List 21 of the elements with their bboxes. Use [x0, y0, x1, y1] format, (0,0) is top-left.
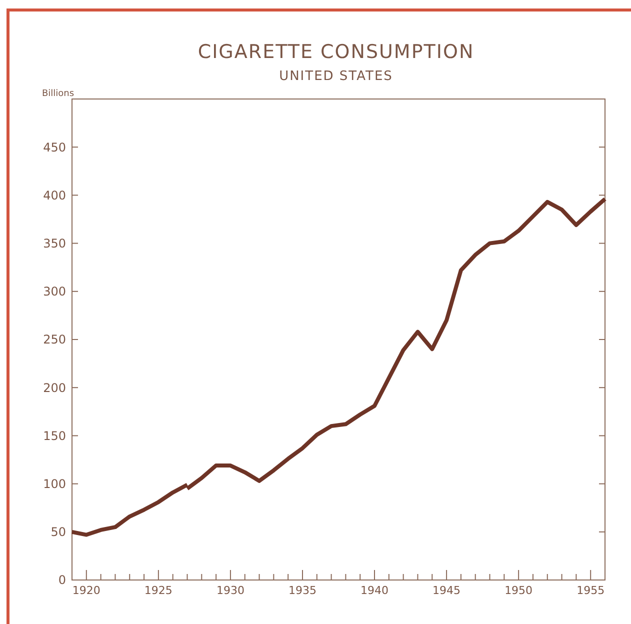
y-axis-title: Billions — [42, 89, 74, 99]
x-tick-label: 1940 — [360, 584, 389, 597]
y-tick-label: 400 — [43, 188, 66, 202]
y-tick-label: 150 — [43, 428, 66, 443]
x-tick-label: 1945 — [432, 584, 461, 597]
y-tick-label: 200 — [43, 380, 66, 395]
y-tick-label: 300 — [43, 284, 66, 299]
y-tick-label: 0 — [58, 573, 66, 588]
x-tick-label: 1920 — [72, 584, 100, 597]
y-tick-label: 50 — [50, 525, 66, 540]
x-tick-label: 1935 — [288, 584, 316, 597]
x-tick-label: 1955 — [576, 584, 605, 597]
y-tick-label: 450 — [43, 140, 66, 154]
x-tick-label: 1950 — [504, 584, 533, 597]
chart-title: CIGARETTE CONSUMPTION — [198, 41, 474, 63]
x-tick-label: 1930 — [216, 584, 244, 597]
chart-subtitle: UNITED STATES — [279, 69, 393, 84]
y-tick-label: 250 — [43, 332, 66, 347]
y-tick-label: 100 — [43, 477, 66, 491]
x-tick-label: 1925 — [144, 584, 172, 597]
y-tick-label: 350 — [43, 236, 66, 250]
